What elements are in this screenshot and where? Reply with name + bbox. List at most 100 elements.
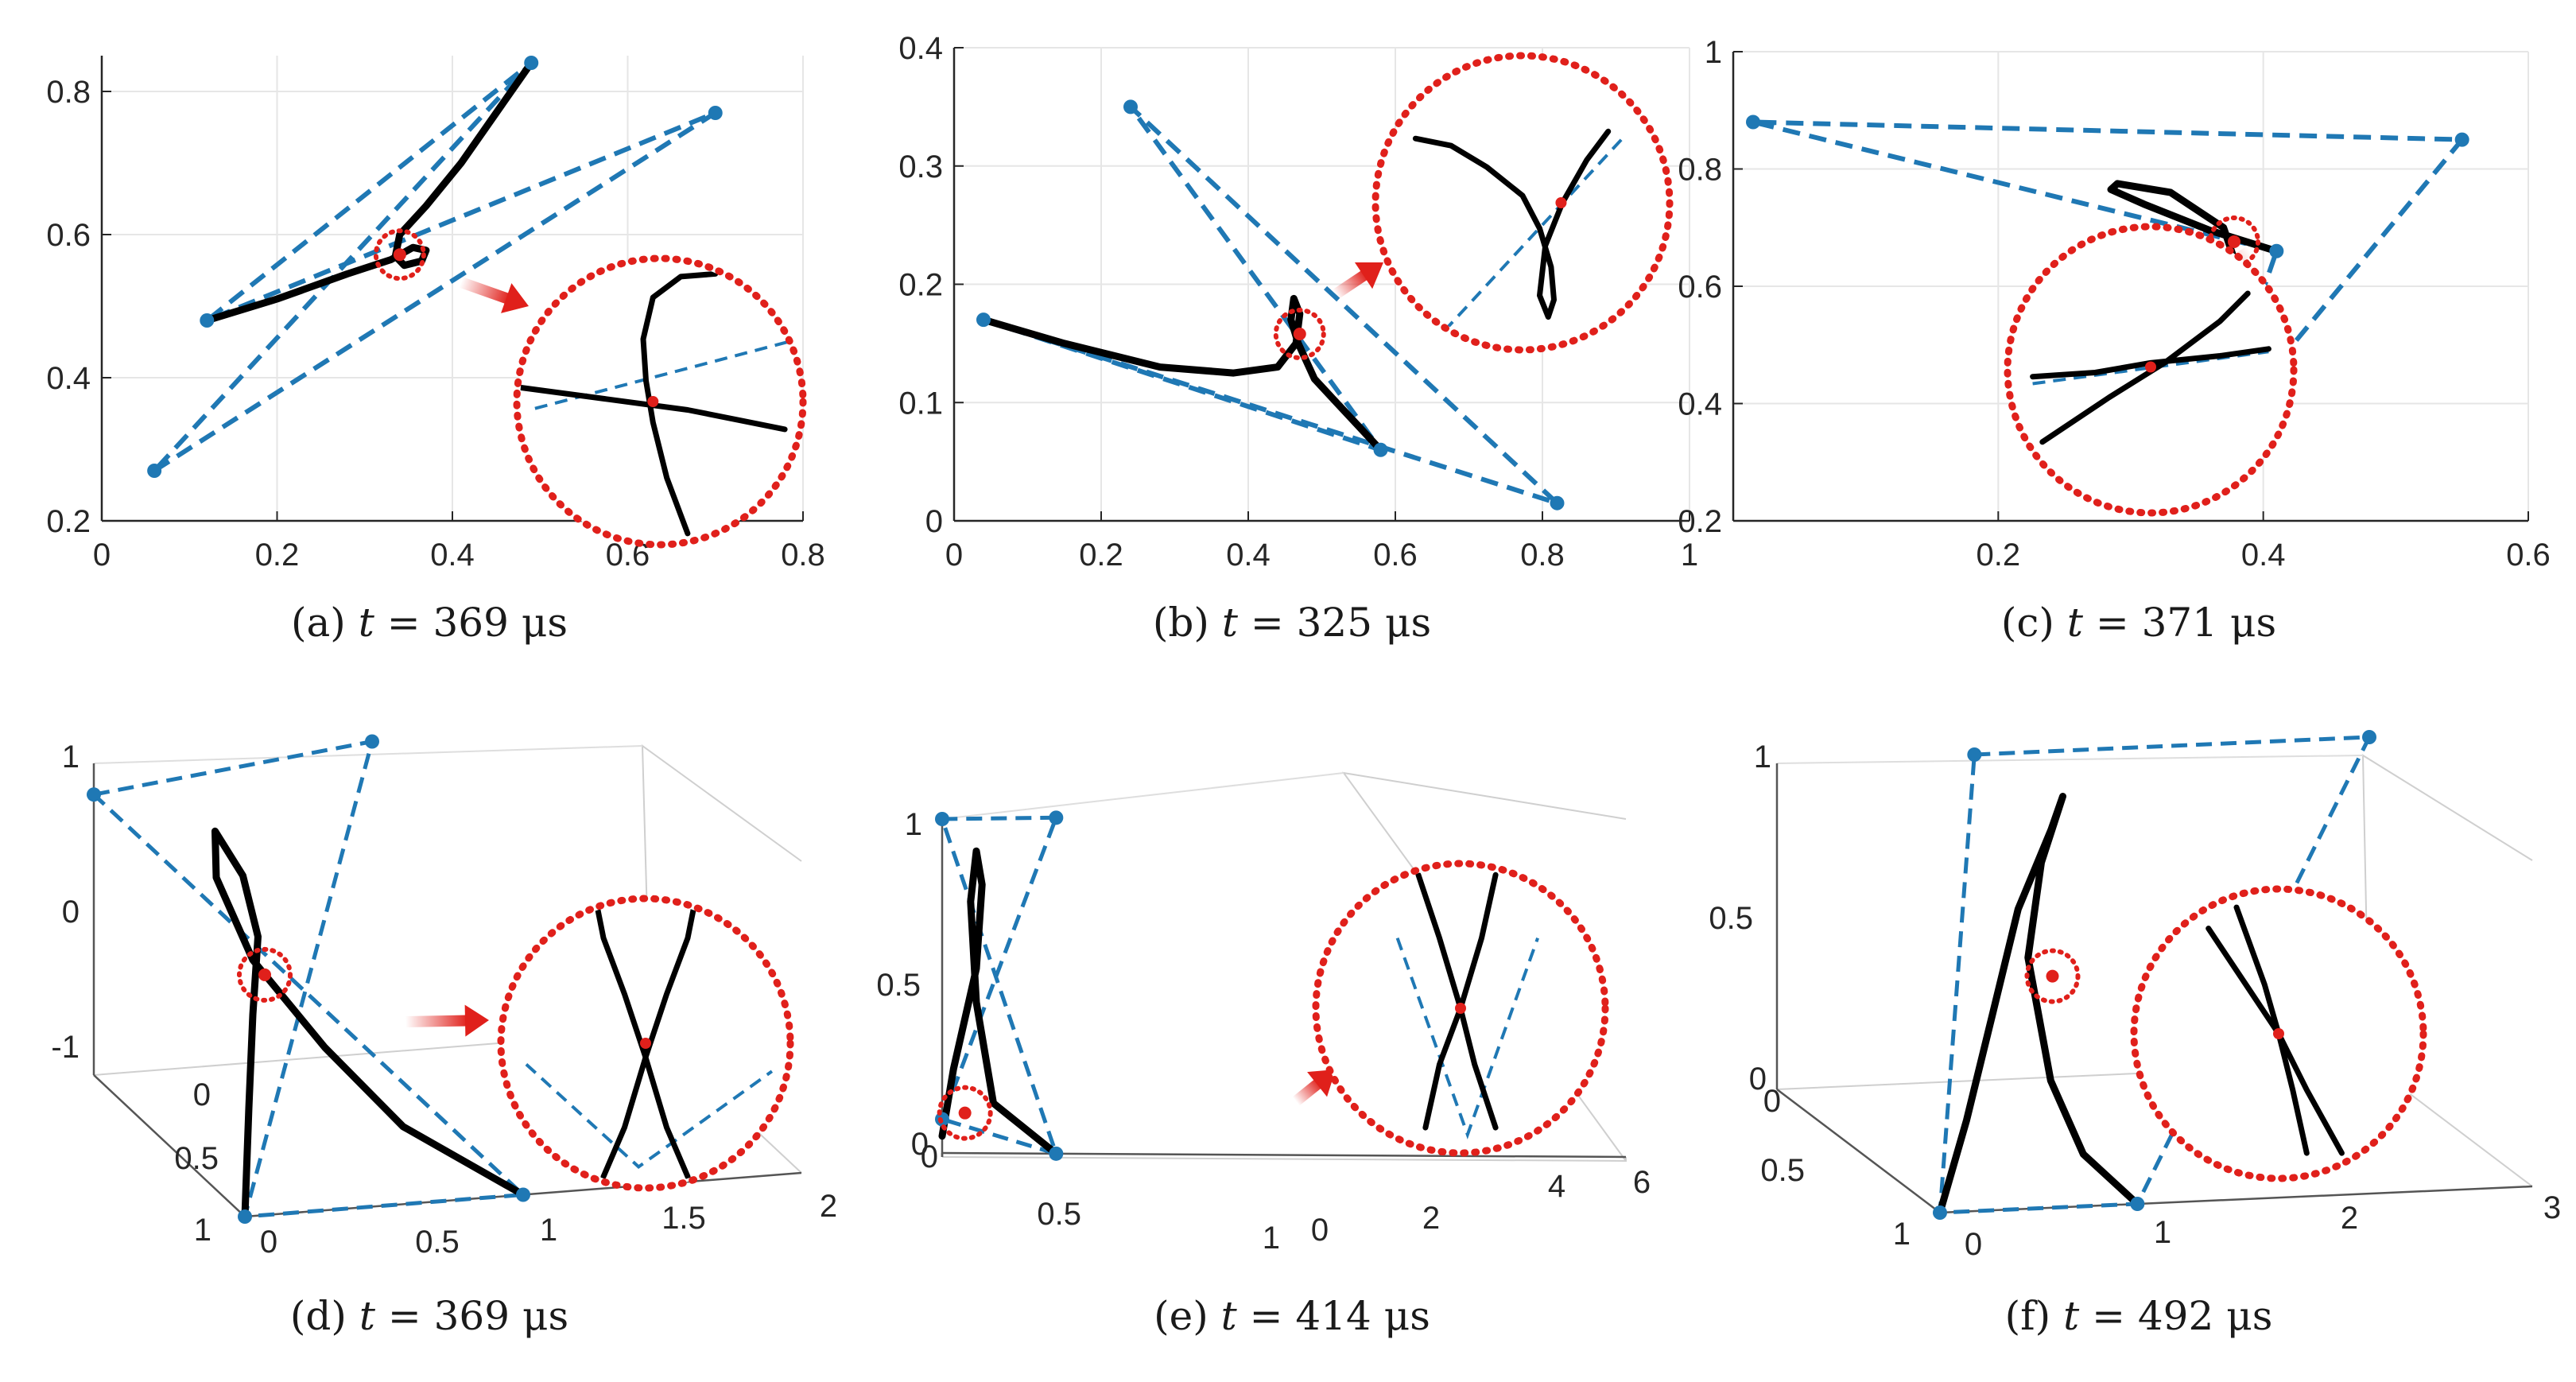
control-point bbox=[200, 313, 215, 328]
control-point bbox=[147, 464, 162, 478]
z-tick-label: 1 bbox=[905, 807, 922, 842]
x-tick-label: 0.6 bbox=[1373, 538, 1418, 573]
z-tick-label: 1 bbox=[1754, 740, 1771, 774]
inset-control-polygon bbox=[1442, 137, 1624, 332]
y-axis-line bbox=[1776, 1089, 1941, 1213]
y-tick-label: 0.6 bbox=[1678, 270, 1722, 305]
x-tick-label: 1 bbox=[540, 1213, 557, 1248]
y-tick-label: 1 bbox=[1893, 1217, 1911, 1252]
caption-space bbox=[1371, 1293, 1384, 1339]
inset-control-polygon bbox=[525, 1063, 774, 1169]
caption-space bbox=[2213, 1293, 2226, 1339]
z-tick-label: -1 bbox=[51, 1030, 80, 1065]
zoom-source-circle bbox=[237, 946, 293, 1003]
zoom-arrow-head bbox=[1354, 262, 1383, 289]
curve bbox=[203, 59, 535, 324]
y-tick-label: 0.6 bbox=[46, 218, 91, 253]
caption-label: (f) bbox=[2005, 1293, 2051, 1339]
caption-variable: t bbox=[1222, 600, 1239, 646]
zoom-arrow-head bbox=[1307, 1069, 1336, 1097]
x-tick-label: 0 bbox=[945, 538, 963, 573]
y-tick-label: 0.5 bbox=[1037, 1197, 1081, 1232]
zoom-circle bbox=[2130, 885, 2427, 1182]
caption-unit: μs bbox=[2226, 1293, 2272, 1339]
caption-variable: t bbox=[2067, 600, 2084, 646]
control-point bbox=[976, 313, 991, 328]
z-tick-label: 0 bbox=[1749, 1062, 1767, 1097]
axis-box-top bbox=[1776, 755, 2364, 764]
caption-label: (d) bbox=[290, 1293, 347, 1339]
caption: (f) t = 492 μs bbox=[2005, 1293, 2273, 1339]
caption-equals: = bbox=[1238, 600, 1297, 646]
y-tick-label: 0 bbox=[921, 1139, 938, 1174]
caption-value: 492 bbox=[2138, 1293, 2213, 1339]
z-tick-label: 1 bbox=[62, 740, 80, 774]
x-tick-label: 0.6 bbox=[2506, 538, 2551, 573]
control-point bbox=[87, 787, 101, 802]
caption-space bbox=[509, 600, 522, 646]
inset-background bbox=[517, 258, 803, 545]
zoom-source-circle bbox=[373, 228, 426, 281]
zoom-arrow-head bbox=[501, 283, 529, 313]
caption-space bbox=[347, 1293, 359, 1339]
inset-background bbox=[1375, 56, 1670, 350]
inset-curve bbox=[600, 902, 698, 1180]
y-tick-label: 0.5 bbox=[174, 1141, 219, 1176]
control-point bbox=[2130, 1197, 2145, 1211]
x-tick-label: 2 bbox=[2341, 1201, 2358, 1236]
inset-content bbox=[1412, 128, 1624, 332]
x-tick-label: 0.4 bbox=[1226, 538, 1271, 573]
x-tick-label: 0.4 bbox=[430, 538, 475, 573]
y-tick-label: 1 bbox=[1263, 1221, 1280, 1256]
caption-space bbox=[2050, 1293, 2063, 1339]
panel-a: 0 0.2 0.4 0.6 0.80.20.40.60.8(a) t = 369 μs bbox=[46, 56, 825, 646]
y-tick-label: 0.3 bbox=[898, 149, 943, 184]
x-tick-label: 0.5 bbox=[415, 1225, 460, 1260]
x-axis-line bbox=[941, 1151, 1627, 1159]
y-tick-label: 0.2 bbox=[46, 504, 91, 539]
control-point bbox=[1049, 810, 1064, 825]
caption-space bbox=[346, 600, 359, 646]
x-tick-label: 1 bbox=[1681, 538, 1698, 573]
z-tick-label: 0 bbox=[62, 895, 80, 930]
control-point bbox=[2362, 730, 2376, 744]
caption-equals: = bbox=[1237, 1293, 1296, 1339]
caption-value: 369 bbox=[433, 600, 509, 646]
zoom-arrow-shaft bbox=[459, 277, 511, 305]
caption-variable: t bbox=[1221, 1293, 1238, 1339]
intersection-point bbox=[258, 968, 271, 981]
caption-value: 414 bbox=[1295, 1293, 1371, 1339]
caption: (b) t = 325 μs bbox=[1153, 600, 1431, 646]
axis-box-floor bbox=[941, 1156, 1627, 1163]
y-tick-label: 0 bbox=[1763, 1084, 1781, 1119]
control-polygon bbox=[152, 60, 718, 473]
x-tick-label: 1.5 bbox=[661, 1201, 706, 1236]
curve bbox=[938, 847, 1060, 1158]
intersection-point bbox=[2228, 235, 2240, 248]
caption: (d) t = 369 μs bbox=[290, 1293, 568, 1339]
control-point bbox=[1373, 442, 1388, 457]
panel-c: 0.2 0.4 0.6 0.2 0.4 0.6 0.8 1 (c) t = 371 μs bbox=[1678, 35, 2550, 646]
control-point bbox=[935, 812, 949, 826]
inset-intersection-point bbox=[1555, 197, 1567, 208]
caption: (e) t = 414 μs bbox=[1154, 1293, 1430, 1339]
y-tick-label: 0.2 bbox=[898, 268, 943, 303]
y-tick-label: 0 bbox=[193, 1077, 211, 1112]
x-tick-label: 3 bbox=[2543, 1190, 2561, 1225]
z-tick-label: 0 bbox=[911, 1127, 929, 1162]
zoom-arrow bbox=[1292, 1069, 1336, 1106]
zoom-arrow bbox=[1333, 262, 1383, 299]
control-point bbox=[2454, 132, 2469, 147]
inset-intersection-point bbox=[647, 396, 659, 407]
caption-label: (b) bbox=[1153, 600, 1209, 646]
x-tick-label: 0 bbox=[1965, 1227, 1982, 1262]
panels: 0 0.2 0.4 0.6 0.80.20.40.60.8(a) t = 369 μs0… bbox=[46, 31, 2561, 1339]
control-point bbox=[1123, 99, 1138, 115]
y-tick-label: 0.4 bbox=[46, 361, 91, 396]
x-tick-label: 0.2 bbox=[1079, 538, 1123, 573]
inset-content bbox=[525, 902, 774, 1180]
caption-unit: μs bbox=[522, 1293, 568, 1339]
control-polygon bbox=[91, 740, 526, 1219]
curve bbox=[1936, 793, 2141, 1217]
